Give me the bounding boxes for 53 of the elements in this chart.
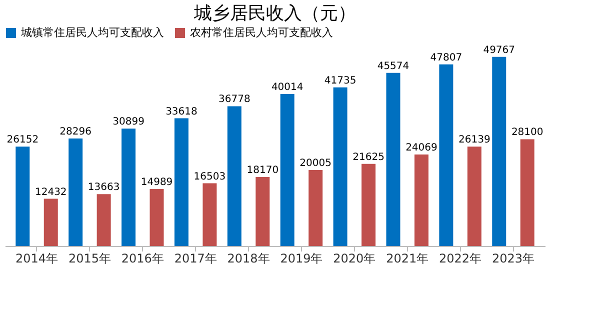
data-label: 33618 — [166, 106, 198, 118]
bar — [414, 154, 428, 246]
data-label: 12432 — [34, 186, 67, 198]
bar — [362, 164, 376, 246]
data-label: 47807 — [430, 52, 462, 64]
x-tick-label: 2022年 — [439, 252, 482, 266]
data-label: 26152 — [6, 134, 39, 146]
bar — [386, 72, 400, 246]
data-label: 16503 — [194, 171, 226, 182]
data-label: 49767 — [483, 44, 516, 56]
data-label: 36778 — [218, 94, 250, 106]
data-label: 18170 — [246, 164, 279, 176]
x-tick-label: 2014年 — [15, 252, 58, 266]
bar — [202, 183, 217, 246]
data-label: 14989 — [140, 177, 173, 188]
x-tick-label: 2021年 — [386, 252, 429, 266]
bar — [308, 170, 323, 246]
bar — [68, 138, 83, 246]
x-tick-label: 2019年 — [280, 252, 323, 266]
x-tick-label: 2015年 — [68, 252, 111, 266]
bar — [96, 194, 111, 246]
bar — [122, 128, 136, 246]
bar — [150, 189, 164, 246]
data-label: 41735 — [324, 75, 356, 86]
data-label: 28296 — [60, 126, 92, 138]
x-tick-label: 2016年 — [121, 252, 164, 266]
bar — [492, 56, 506, 246]
data-label: 13663 — [88, 182, 120, 194]
data-label: 24069 — [406, 142, 438, 154]
chart-title: 城乡居民收入（元） — [193, 3, 356, 24]
bar — [439, 64, 454, 246]
data-label: 45574 — [377, 60, 410, 72]
bar — [174, 118, 188, 246]
bar — [467, 146, 482, 246]
data-label: 30899 — [112, 116, 144, 128]
bar — [256, 176, 270, 246]
x-tick-label: 2020年 — [333, 252, 376, 266]
bar — [227, 106, 242, 246]
x-tick-label: 2023年 — [492, 252, 535, 266]
data-label: 26139 — [458, 134, 490, 146]
legend-label: 城镇常住居民人均可支配收入 — [20, 26, 164, 39]
x-tick-label: 2018年 — [227, 252, 270, 266]
legend-label: 农村常住居民人均可支配收入 — [190, 26, 333, 39]
bar — [520, 139, 534, 246]
data-label: 21625 — [352, 152, 384, 163]
bar — [16, 146, 30, 246]
bar — [333, 87, 348, 246]
data-label: 40014 — [271, 82, 304, 93]
bar — [44, 198, 58, 246]
bar — [280, 94, 294, 246]
data-label: 20005 — [300, 158, 332, 169]
data-label: 28100 — [511, 127, 544, 138]
x-tick-label: 2017年 — [174, 252, 217, 266]
